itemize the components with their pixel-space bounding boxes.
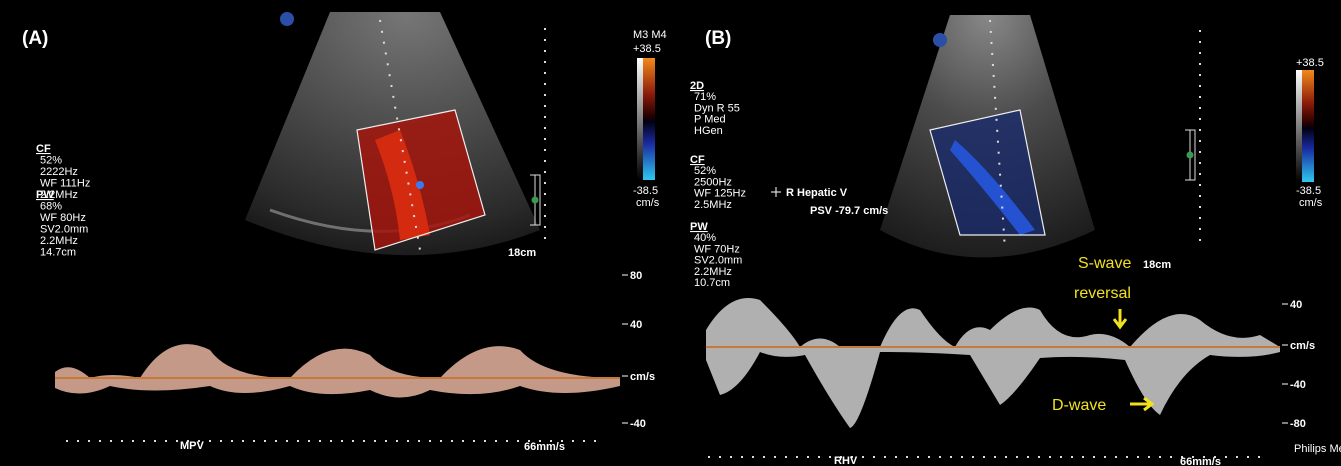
- vessel-label: RHV: [834, 455, 858, 466]
- ultrasound-figure: (A) M3 M4 +38.5 -38.5 cm/s 18cm MPV 66mm…: [0, 0, 1341, 466]
- setting-line: 71%: [694, 91, 716, 103]
- doppler-waveform: [706, 298, 1280, 428]
- color-bar: [1302, 70, 1314, 182]
- velocity-scale-label: -40: [630, 418, 646, 430]
- setting-line: 68%: [40, 201, 62, 213]
- color-scale-header: M3 M4: [633, 29, 667, 41]
- velocity-scale-label: 40: [1290, 299, 1302, 311]
- setting-line: 14.7cm: [40, 247, 76, 259]
- setting-line: 52%: [694, 165, 716, 177]
- panel-b-image: [771, 15, 1314, 258]
- gray-bar: [637, 58, 643, 180]
- color-scale-unit: cm/s: [1299, 197, 1323, 209]
- probe-marker: [280, 12, 294, 26]
- setting-line: WF 125Hz: [694, 188, 746, 200]
- doppler-waveform: [55, 344, 620, 397]
- footer: Philips Medical S: [1294, 443, 1341, 455]
- setting-line: P Med: [694, 114, 726, 126]
- d-wave-arrow: [1130, 398, 1152, 410]
- setting-line: 10.7cm: [694, 277, 730, 289]
- setting-line: 2.5MHz: [694, 199, 732, 211]
- color-flow: [416, 181, 424, 189]
- color-scale-min: -38.5: [633, 185, 658, 197]
- velocity-scale-label: 80: [630, 270, 642, 282]
- s-wave-label: S-wave: [1078, 255, 1131, 272]
- depth: 18cm: [508, 247, 536, 259]
- setting-line: 2500Hz: [694, 176, 732, 188]
- color-scale-unit: cm/s: [636, 197, 660, 209]
- vessel-label: MPV: [180, 440, 205, 452]
- sweep-speed: 66mm/s: [1180, 456, 1221, 466]
- s-wave-arrow: [1114, 309, 1126, 327]
- s-wave-label: reversal: [1074, 285, 1131, 302]
- setting-line: 2.2MHz: [694, 266, 732, 278]
- panel-a-spectrum: [55, 344, 620, 441]
- setting-heading: CF: [690, 154, 705, 166]
- velocity-scale-label: 40: [630, 319, 642, 331]
- sweep-speed: 66mm/s: [524, 441, 565, 453]
- setting-line: 52%: [40, 155, 62, 167]
- setting-line: Dyn R 55: [694, 102, 740, 114]
- color-scale-min: -38.5: [1296, 185, 1321, 197]
- gate-dot: [1187, 152, 1194, 159]
- setting-line: 40%: [694, 232, 716, 244]
- panel-label: (B): [705, 28, 731, 49]
- d-wave-label: D-wave: [1052, 397, 1106, 414]
- setting-line: WF 80Hz: [40, 212, 86, 224]
- setting-line: 2222Hz: [40, 166, 78, 178]
- gate-dot: [532, 197, 539, 204]
- setting-line: HGen: [694, 125, 723, 137]
- setting-heading: PW: [690, 221, 708, 233]
- color-scale-max: +38.5: [1296, 57, 1324, 69]
- color-bar: [643, 58, 655, 180]
- psv-annotation: PSV -79.7 cm/s: [810, 205, 888, 217]
- velocity-scale-label: cm/s: [1290, 340, 1315, 352]
- setting-line: WF 70Hz: [694, 243, 740, 255]
- color-scale-max: +38.5: [633, 43, 661, 55]
- depth: 18cm: [1143, 259, 1171, 271]
- setting-heading: PW: [36, 189, 54, 201]
- panel-label: (A): [22, 28, 48, 49]
- setting-line: 2.2MHz: [40, 235, 78, 247]
- panel-a-image: [245, 12, 655, 255]
- setting-heading: 2D: [690, 80, 704, 92]
- velocity-scale-label: -80: [1290, 418, 1306, 430]
- gray-bar: [1296, 70, 1302, 182]
- velocity-scale-label: -40: [1290, 379, 1306, 391]
- setting-heading: CF: [36, 143, 51, 155]
- panel-b-spectrum: [706, 298, 1280, 457]
- probe-marker: [933, 33, 947, 47]
- vessel-annotation: R Hepatic V: [786, 187, 848, 199]
- setting-line: WF 111Hz: [40, 178, 90, 190]
- velocity-scale-label: cm/s: [630, 371, 655, 383]
- caliper-mark: [771, 187, 781, 197]
- setting-line: SV2.0mm: [694, 255, 742, 267]
- setting-line: SV2.0mm: [40, 224, 88, 236]
